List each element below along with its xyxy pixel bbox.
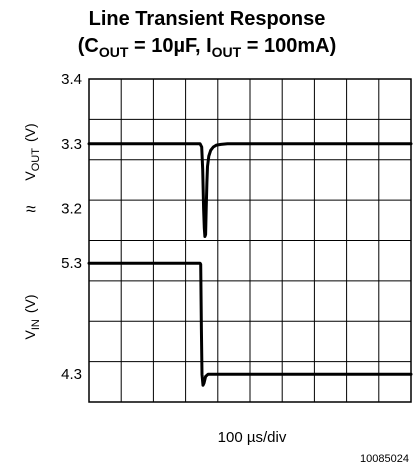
y-tick-label-vin: 4.3 <box>61 366 82 383</box>
chart-title-line1: Line Transient Response <box>89 8 326 30</box>
title-open: (C <box>78 35 99 57</box>
plot-frame <box>88 78 412 403</box>
figure-id: 10085024 <box>360 453 409 465</box>
vin-label-main: V <box>22 330 38 340</box>
title-close: = 100mA) <box>241 35 336 57</box>
y-tick-labels: 3.4 3.3 3.2 5.3 4.3 <box>61 71 82 383</box>
y-tick-label-vin: 5.3 <box>61 255 82 272</box>
vout-label-sub: OUT <box>30 148 42 172</box>
title-sub-cout: OUT <box>99 44 129 60</box>
y-tick-label-vout: 3.3 <box>61 136 82 153</box>
axis-break-symbol: ≈ <box>26 199 36 219</box>
plot-grid <box>89 79 411 402</box>
vin-label-unit: (V) <box>22 294 38 313</box>
y-axis-label-vout: VOUT (V) <box>22 123 42 180</box>
vout-label-unit: (V) <box>22 123 38 142</box>
y-tick-label-vout: 3.4 <box>61 71 82 88</box>
title-mid: = 10µF, I <box>128 35 211 57</box>
x-axis-label: 100 µs/div <box>218 429 287 446</box>
y-tick-label-vout: 3.2 <box>61 201 82 218</box>
vout-label-main: V <box>22 171 38 181</box>
chart-title-line2: (COUT = 10µF, IOUT = 100mA) <box>78 35 337 60</box>
series-line-vin <box>87 261 413 387</box>
title-sub-iout: OUT <box>212 44 242 60</box>
y-axis-label-vin: VIN (V) <box>22 294 42 339</box>
vin-label-sub: IN <box>30 319 42 330</box>
series-line-vout <box>87 142 413 238</box>
